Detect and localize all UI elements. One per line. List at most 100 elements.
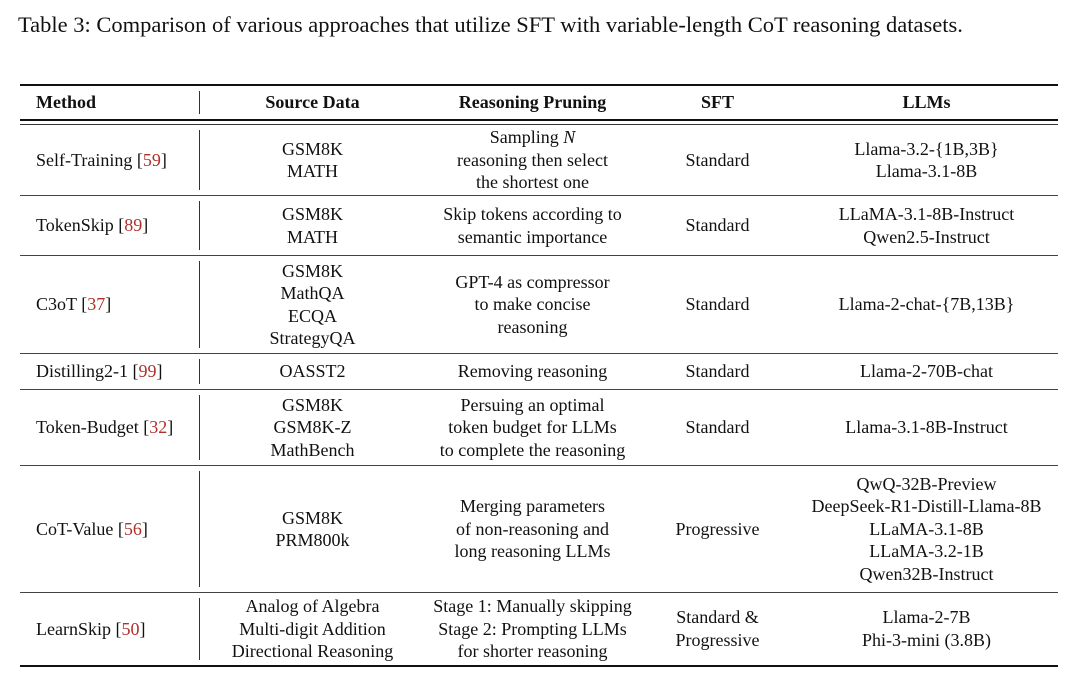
header-source-data: Source Data [200,85,425,121]
sft-cell: Standard & Progressive [640,592,795,667]
table-row: TokenSkip [89] GSM8K MATH Skip tokens accor… [20,195,1058,256]
citation-link[interactable]: 37 [87,294,106,315]
source-cell: GSM8K MATH [200,124,425,196]
llms-line: LLaMA-3.1-8B-Instruct [838,204,1015,225]
table-row: CoT-Value [56] GSM8K PRM800k Merging parame… [20,465,1058,593]
pruning-line: GPT-4 as compressor [455,271,610,292]
sft-cell: Standard [640,124,795,196]
sft-cell: Standard [640,195,795,256]
llms-cell: Llama-2-70B-chat [795,353,1058,390]
llms-line: Llama-2-7B [882,607,971,628]
header-llms: LLMs [795,85,1058,121]
source-line: ECQA [288,305,337,326]
llms-line: Qwen2.5-Instruct [863,226,990,247]
citation-link[interactable]: 32 [149,417,168,438]
pruning-line: to make concise [474,294,591,315]
sft-line: Standard [685,417,750,438]
sft-line: Progressive [675,629,760,650]
pruning-line: Persuing an optimal [460,394,605,415]
sft-cell: Progressive [640,465,795,593]
llms-line: Llama-2-70B-chat [860,361,993,382]
sft-cell: Standard [640,255,795,354]
sft-line: Standard [685,149,750,170]
source-line: Directional Reasoning [231,640,394,661]
llms-cell: Llama-2-7B Phi-3-mini (3.8B) [795,592,1058,667]
pruning-cell: GPT-4 as compressor to make concise reason… [425,255,640,354]
source-line: GSM8K [281,507,343,528]
method-cell: TokenSkip [89] [20,195,200,256]
source-line: Analog of Algebra [245,596,380,617]
pruning-line: Sampling N [489,127,576,148]
llms-line: QwQ-32B-Preview [856,473,997,494]
source-line: GSM8K-Z [273,417,352,438]
pruning-line: to complete the reasoning [439,439,626,460]
llms-cell: Llama-3.1-8B-Instruct [795,389,1058,466]
source-line: Multi-digit Addition [239,618,386,639]
llms-line: LLaMA-3.2-1B [869,541,984,562]
pruning-line: semantic importance [457,226,608,247]
source-cell: Analog of Algebra Multi-digit Addition Dir… [200,592,425,667]
pruning-line: Skip tokens according to [443,204,622,225]
citation-link[interactable]: 99 [138,361,157,382]
source-line: GSM8K [281,204,343,225]
pruning-line: reasoning then select [457,149,608,170]
pruning-line: Merging parameters [459,496,606,517]
method-cell: LearnSkip [50] [20,592,200,667]
llms-cell: Llama-2-chat-{7B,13B} [795,255,1058,354]
source-cell: GSM8K MathQA ECQA StrategyQA [200,255,425,354]
llms-line: Llama-2-chat-{7B,13B} [838,294,1015,315]
llms-cell: Llama-3.2-{1B,3B} Llama-3.1-8B [795,124,1058,196]
llms-line: Llama-3.1-8B-Instruct [845,417,1008,438]
table-row: Distilling2-1 [99] OASST2 Removing reasoni… [20,353,1058,390]
sft-line: Standard & [676,607,759,628]
source-line: MathBench [270,439,355,460]
method-name: Self-Training [36,149,133,170]
citation-link[interactable]: 89 [124,215,143,236]
pruning-line: Stage 2: Prompting LLMs [438,618,627,639]
table-row: Token-Budget [32] GSM8K GSM8K-Z MathBench Pe… [20,389,1058,466]
source-cell: OASST2 [200,353,425,390]
llms-cell: LLaMA-3.1-8B-Instruct Qwen2.5-Instruct [795,195,1058,256]
citation-link[interactable]: 59 [142,149,161,170]
source-line: MATH [286,226,338,247]
pruning-line: reasoning [497,316,568,337]
method-cell: Self-Training [59] [20,124,200,196]
method-name: TokenSkip [36,215,114,236]
sft-line: Standard [685,215,750,236]
header-reasoning-pruning: Reasoning Pruning [425,85,640,121]
method-name: LearnSkip [36,618,111,639]
method-cell: CoT-Value [56] [20,465,200,593]
citation-link[interactable]: 56 [123,518,142,539]
llms-line: Llama-3.1-8B [875,161,978,181]
pruning-cell: Removing reasoning [425,353,640,390]
llms-line: LLaMA-3.1-8B [869,518,984,539]
source-cell: GSM8K MATH [200,195,425,256]
pruning-line: of non-reasoning and [456,518,609,539]
method-cell: C3oT [37] [20,255,200,354]
pruning-line: Removing reasoning [457,361,608,382]
pruning-line: for shorter reasoning [457,640,608,661]
llms-line: DeepSeek-R1-Distill-Llama-8B [811,496,1042,517]
sft-line: Standard [685,294,750,315]
table-row: LearnSkip [50] Analog of Algebra Multi-dig… [20,592,1058,667]
source-line: MATH [286,161,338,181]
llms-line: Phi-3-mini (3.8B) [862,629,991,650]
method-name: Distilling2-1 [36,361,129,382]
table-caption: Table 3: Comparison of various approache… [18,12,963,37]
source-line: PRM800k [275,530,350,550]
pruning-line: Stage 1: Manually skipping [433,596,632,617]
source-line: GSM8K [281,138,343,159]
table-row: C3oT [37] GSM8K MathQA ECQA StrategyQA GPT-4 … [20,255,1058,354]
source-line: MathQA [280,283,345,304]
sft-cell: Standard [640,353,795,390]
pruning-cell: Merging parameters of non-reasoning and lo… [425,465,640,593]
pruning-cell: Persuing an optimal token budget for LLMs… [425,389,640,466]
citation-link[interactable]: 50 [121,618,140,639]
pruning-cell: Skip tokens according to semantic importa… [425,195,640,256]
llms-line: Llama-3.2-{1B,3B} [854,138,999,159]
source-cell: GSM8K PRM800k [200,465,425,593]
pruning-line: long reasoning LLMs [454,541,611,562]
header-method: Method [20,85,200,121]
header-row: Method Source Data Reasoning Pruning SFT… [20,85,1058,121]
